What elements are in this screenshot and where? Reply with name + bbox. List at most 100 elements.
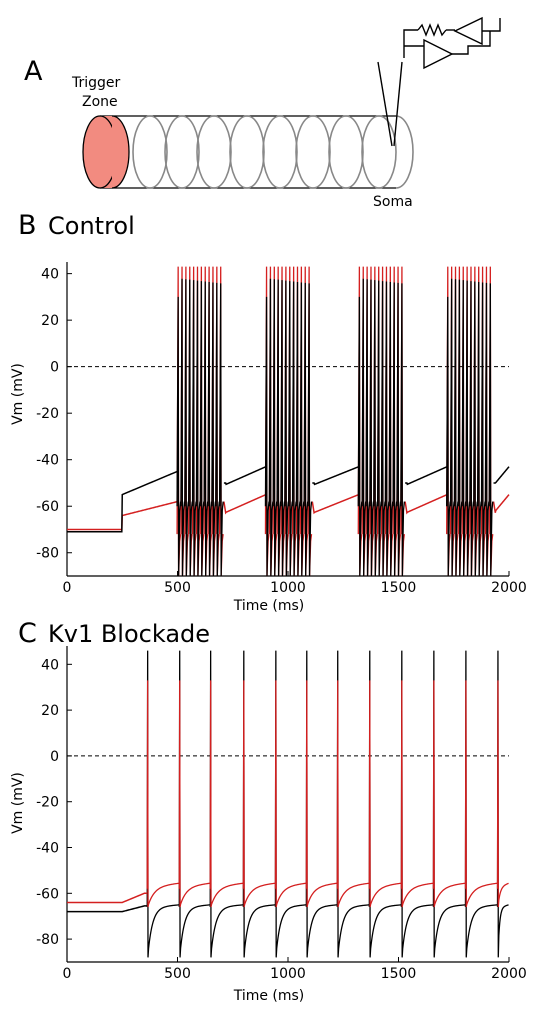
red-spike bbox=[146, 680, 180, 908]
black-spike bbox=[336, 650, 370, 958]
black-spike bbox=[215, 282, 220, 577]
red-spike bbox=[305, 680, 338, 908]
red-spike bbox=[209, 680, 244, 908]
panel-a-letter: A bbox=[24, 56, 43, 87]
black-spike bbox=[191, 280, 197, 577]
red-spike bbox=[274, 680, 307, 908]
y-tick-label: 20 bbox=[41, 703, 59, 719]
red-spike bbox=[496, 680, 509, 908]
y-tick-label: 0 bbox=[50, 360, 59, 376]
black-spike bbox=[242, 650, 276, 958]
black-spike bbox=[307, 283, 313, 577]
black-spike bbox=[368, 650, 402, 958]
compartment-ring-front bbox=[213, 115, 232, 189]
red-trace-baseline bbox=[223, 493, 267, 515]
input-amplifier-icon bbox=[423, 38, 454, 70]
x-tick-label: 1500 bbox=[381, 966, 417, 982]
black-trace-baseline bbox=[67, 470, 178, 533]
black-trace-baseline bbox=[493, 466, 510, 484]
panel-b-axes: 40 20 0 -20 -40 -60 -80 0 500 1000 1500 2000 bbox=[36, 262, 527, 596]
panel-b-title: Control bbox=[48, 212, 135, 240]
black-spike bbox=[209, 650, 244, 958]
x-tick-label: 500 bbox=[164, 966, 191, 982]
panel-c-x-axis-label: Time (ms) bbox=[233, 988, 305, 1004]
compartment-ring-front bbox=[312, 115, 331, 189]
black-spike bbox=[496, 650, 509, 958]
black-spike bbox=[473, 281, 478, 577]
black-spike bbox=[446, 296, 451, 577]
cable-compartments bbox=[132, 115, 397, 189]
red-spike bbox=[336, 680, 370, 908]
black-spike bbox=[288, 281, 293, 577]
soma-label: Soma bbox=[373, 194, 413, 210]
black-trace-baseline bbox=[67, 905, 147, 913]
black-spike bbox=[361, 278, 367, 577]
red-trace-baseline bbox=[492, 494, 510, 513]
compartment-ring-back bbox=[361, 115, 380, 189]
black-spike bbox=[400, 283, 406, 577]
panel-c-chart: C Kv1 Blockade Time (ms) Vm (mV) 40 20 0 -2… bbox=[10, 618, 527, 1004]
black-spike bbox=[211, 282, 217, 577]
black-spike bbox=[188, 279, 193, 577]
black-spike bbox=[461, 280, 467, 577]
trigger-zone-label-2: Zone bbox=[82, 94, 118, 110]
black-spike bbox=[357, 296, 363, 577]
compartment-ring-back bbox=[229, 115, 248, 189]
red-spike bbox=[368, 680, 402, 908]
feedback-amplifier-icon bbox=[453, 16, 483, 46]
y-tick-label: -60 bbox=[36, 499, 59, 515]
black-spike bbox=[453, 279, 459, 577]
black-spike bbox=[284, 280, 289, 577]
black-spike bbox=[396, 282, 402, 577]
panel-c-letter: C bbox=[18, 618, 37, 649]
black-spike bbox=[392, 282, 398, 577]
panel-c-axes: 40 20 0 -20 -40 -60 -80 0 500 1000 1500 2000 bbox=[36, 646, 527, 982]
compartment-ring-back bbox=[295, 115, 314, 189]
x-tick-label: 0 bbox=[63, 966, 72, 982]
y-tick-label: 40 bbox=[41, 657, 59, 673]
soma-end-cap bbox=[395, 115, 414, 189]
black-spike bbox=[476, 281, 482, 577]
black-spike bbox=[203, 281, 209, 577]
black-spike bbox=[449, 278, 455, 577]
black-spike bbox=[457, 279, 463, 577]
x-tick-label: 2000 bbox=[491, 580, 527, 596]
black-spike bbox=[305, 650, 338, 958]
y-tick-label: 0 bbox=[50, 749, 59, 765]
red-trace-baseline bbox=[67, 892, 147, 904]
x-tick-label: 2000 bbox=[491, 966, 527, 982]
compartment-ring-front bbox=[378, 115, 397, 189]
compartment-ring-front bbox=[279, 115, 298, 189]
resistor-icon bbox=[417, 23, 447, 37]
panel-b-y-axis-label: Vm (mV) bbox=[10, 363, 26, 425]
trigger-zone-cap bbox=[82, 115, 118, 189]
x-tick-label: 1500 bbox=[381, 580, 417, 596]
black-spike bbox=[276, 279, 282, 577]
black-spike bbox=[178, 650, 211, 958]
panel-c-title: Kv1 Blockade bbox=[48, 620, 210, 648]
y-tick-label: -80 bbox=[36, 932, 59, 948]
red-spike bbox=[242, 680, 276, 908]
x-tick-label: 1000 bbox=[270, 580, 306, 596]
compartment-ring-front bbox=[246, 115, 265, 189]
red-spike bbox=[432, 680, 466, 908]
black-spike bbox=[380, 281, 386, 577]
black-spike bbox=[274, 650, 307, 958]
black-spike bbox=[480, 282, 486, 577]
y-tick-label: -20 bbox=[36, 795, 59, 811]
electrode-left bbox=[377, 61, 393, 147]
black-spike bbox=[384, 281, 390, 577]
compartment-ring-front bbox=[149, 115, 168, 189]
y-tick-label: 20 bbox=[41, 313, 59, 329]
trigger-zone-edge bbox=[111, 115, 130, 189]
compartment-ring-back bbox=[196, 115, 215, 189]
black-spike bbox=[264, 296, 270, 577]
black-spike bbox=[176, 296, 182, 577]
black-spike bbox=[488, 283, 494, 577]
compartment-ring-back bbox=[164, 115, 183, 189]
y-tick-label: -40 bbox=[36, 841, 59, 857]
black-spike bbox=[484, 282, 490, 577]
compartment-ring-front bbox=[345, 115, 364, 189]
y-tick-label: -60 bbox=[36, 886, 59, 902]
